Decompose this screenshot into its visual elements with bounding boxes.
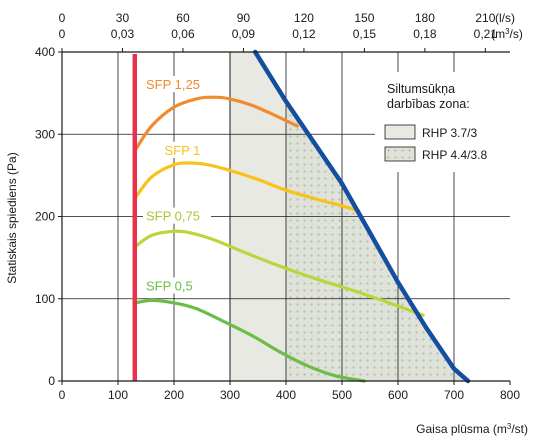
top-ls-tick-150: 150: [354, 11, 374, 25]
x-tick-label-800: 800: [500, 388, 520, 402]
series-line-sfp-1: [133, 161, 361, 213]
y-tick-label-200: 200: [35, 210, 55, 224]
top-m3s-tick-0: 0: [59, 27, 66, 41]
series-label-sfp-0-75: SFP 0,75: [146, 209, 200, 224]
y-axis-title: Statiskais spiediens (Pa): [5, 152, 19, 283]
top-ls-tick-120: 120: [294, 11, 314, 25]
y-tick-label-0: 0: [48, 374, 55, 388]
x-tick-label-600: 600: [388, 388, 408, 402]
top-m3s-unit-sup: 3: [505, 27, 510, 36]
top-ls-tick-210: 210: [475, 11, 495, 25]
top-m3s-tick-0-18: 0,18: [413, 27, 437, 41]
top-m3s-tick-0-03: 0,03: [111, 27, 135, 41]
max-flow-curve: [252, 49, 471, 384]
x-tick-label-0: 0: [59, 388, 66, 402]
top-ls-unit: (l/s): [495, 11, 515, 25]
y-tick-label-300: 300: [35, 127, 55, 141]
top-ls-tick-90: 90: [237, 11, 251, 25]
top-ls-tick-180: 180: [415, 11, 435, 25]
top-ls-tick-30: 30: [116, 11, 130, 25]
top-m3s-unit: (m3/s): [491, 27, 523, 41]
legend-label-rhp-3-7-3: RHP 3.7/3: [422, 126, 477, 140]
x-axis-title-end: /st): [511, 422, 528, 436]
y-tick-label-400: 400: [35, 45, 55, 59]
top-ls-tick-60: 60: [176, 11, 190, 25]
series-line-sfp-0-75: [133, 229, 425, 317]
top-m3s-tick-0-09: 0,09: [232, 27, 256, 41]
x-tick-label-100: 100: [108, 388, 128, 402]
top-m3s-tick-0-21: 0,21: [474, 27, 498, 41]
top-m3s-unit-end: /s): [510, 27, 523, 41]
series-label-bg-sfp-0-5: [143, 277, 203, 294]
series-line-sfp-1-25: [133, 95, 299, 153]
x-axis-title-sup: 3: [507, 422, 512, 431]
series-lines: [132, 49, 471, 384]
series-line-sfp-0-5: [133, 298, 366, 383]
legend-label-rhp-4-4-3-8: RHP 4.4/3.8: [422, 148, 487, 162]
top-m3s-tick-0-15: 0,15: [353, 27, 377, 41]
series-label-sfp-0-5: SFP 0,5: [146, 279, 193, 294]
x-axis-title: Gaisa plūsma (m3/st): [416, 422, 528, 436]
legend-title-line1: Siltumsūkņa: [387, 82, 455, 96]
series-label-sfp-1: SFP 1: [164, 143, 200, 158]
x-axis-title-main: Gaisa plūsma (m: [416, 422, 507, 436]
x-tick-label-300: 300: [220, 388, 240, 402]
legend-swatch-rhp-4-4-3-8: [384, 146, 416, 162]
legend: Siltumsūkņa darbības zona: RHP 3.7/3 RHP…: [375, 72, 520, 172]
x-tick-label-400: 400: [276, 388, 296, 402]
x-tick-label-500: 500: [332, 388, 352, 402]
labels: SFP 1,25 SFP 1 SFP 0,75 SFP 0,5: [143, 76, 211, 294]
x-tick-label-700: 700: [444, 388, 464, 402]
top-m3s-tick-0-06: 0,06: [171, 27, 195, 41]
series-label-sfp-1-25: SFP 1,25: [146, 77, 200, 92]
top-m3s-tick-0-12: 0,12: [292, 27, 316, 41]
legend-swatch-rhp-3-7-3: [384, 124, 416, 140]
top-m3s-unit-main: (m: [491, 27, 505, 41]
series-label-bg-sfp-1: [161, 141, 206, 158]
top-ls-tick-0: 0: [59, 11, 66, 25]
y-tick-label-100: 100: [35, 292, 55, 306]
series-label-bg-sfp-0-75: [143, 207, 211, 224]
series-label-bg-sfp-1-25: [143, 76, 211, 93]
x-tick-label-200: 200: [164, 388, 184, 402]
legend-title-line2: darbības zona:: [387, 97, 470, 111]
